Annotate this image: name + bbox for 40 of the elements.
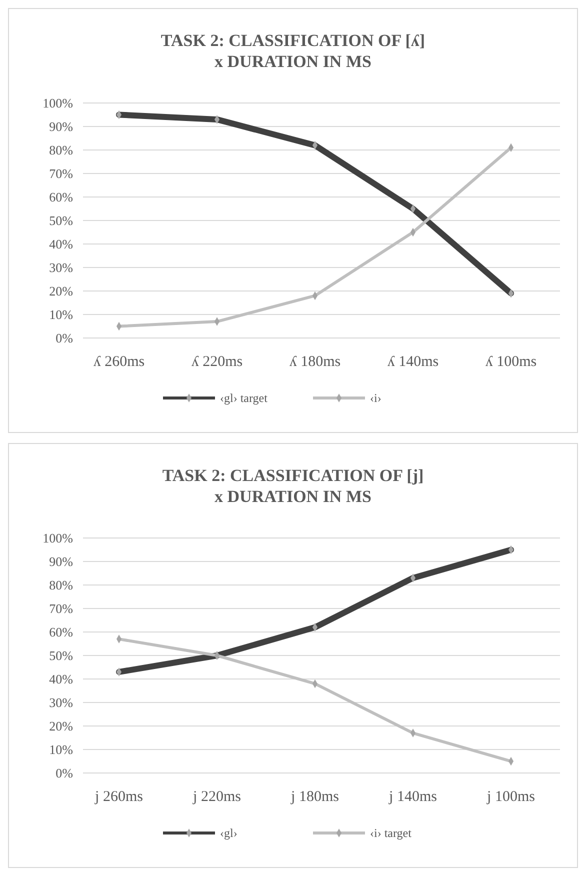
- y-tick-label: 70%: [49, 601, 74, 616]
- y-tick-label: 0%: [56, 766, 74, 781]
- chart-title: TASK 2: CLASSIFICATION OF [ʎ]: [160, 31, 426, 50]
- x-tick-label: j 140ms: [388, 789, 438, 805]
- y-tick-label: 30%: [49, 260, 74, 276]
- legend-label: ‹gl›: [220, 826, 238, 840]
- y-tick-label: 50%: [49, 213, 74, 228]
- y-tick-label: 10%: [49, 742, 74, 758]
- x-tick-label: j 220ms: [192, 789, 242, 805]
- y-tick-label: 30%: [49, 695, 74, 710]
- legend-label: ‹i› target: [370, 826, 412, 840]
- x-tick-label: ʎ 220ms: [191, 354, 243, 370]
- y-tick-label: 80%: [49, 578, 74, 593]
- x-tick-label: ʎ 260ms: [93, 354, 145, 370]
- y-tick-label: 10%: [49, 307, 74, 322]
- y-tick-label: 40%: [49, 672, 74, 687]
- x-tick-label: ʎ 100ms: [485, 354, 537, 370]
- y-tick-label: 70%: [49, 166, 74, 182]
- y-tick-label: 60%: [49, 190, 74, 205]
- y-tick-label: 20%: [49, 284, 74, 299]
- y-tick-label: 0%: [56, 330, 74, 346]
- y-tick-label: 100%: [42, 96, 74, 111]
- y-tick-label: 60%: [49, 624, 74, 640]
- y-tick-label: 90%: [49, 554, 74, 570]
- chart-title: TASK 2: CLASSIFICATION OF [j]: [162, 466, 424, 485]
- x-tick-label: j 260ms: [94, 789, 144, 805]
- y-tick-label: 50%: [49, 648, 74, 664]
- y-tick-label: 20%: [49, 718, 74, 734]
- x-tick-label: j 180ms: [290, 789, 340, 805]
- x-tick-label: ʎ 180ms: [289, 354, 341, 370]
- y-tick-label: 100%: [42, 530, 74, 546]
- y-tick-label: 40%: [49, 236, 74, 252]
- y-tick-label: 80%: [49, 142, 74, 158]
- x-tick-label: ʎ 140ms: [387, 354, 439, 370]
- x-tick-label: j 100ms: [486, 789, 536, 805]
- legend-label: ‹gl› target: [220, 391, 268, 406]
- chart-subtitle: x DURATION IN MS: [214, 487, 372, 506]
- y-tick-label: 90%: [49, 119, 74, 134]
- chart-subtitle: x DURATION IN MS: [214, 52, 372, 71]
- legend-label: ‹i›: [370, 391, 382, 406]
